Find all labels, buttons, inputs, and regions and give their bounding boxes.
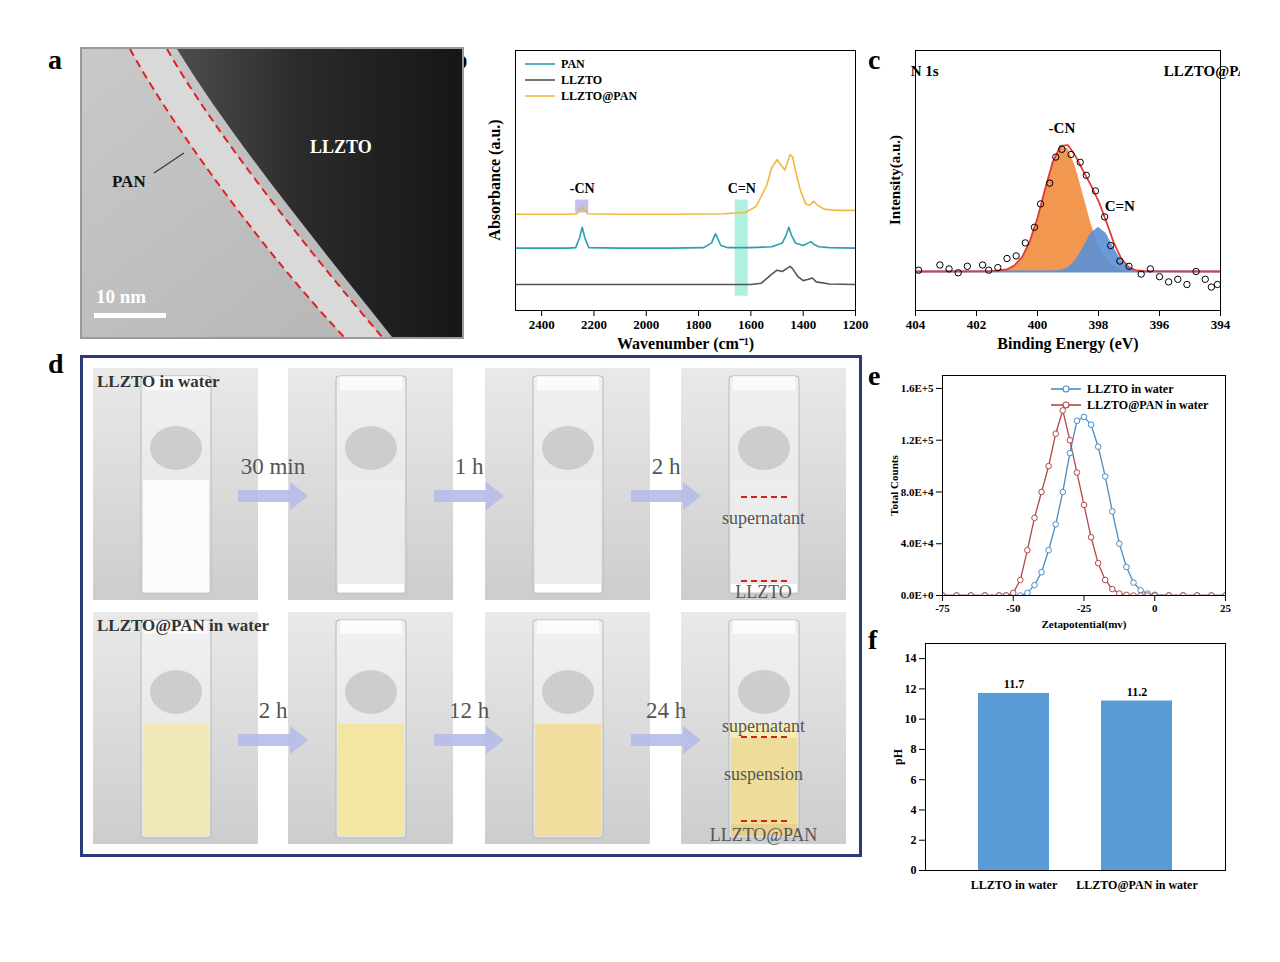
svg-text:C=N: C=N	[1105, 198, 1135, 214]
svg-text:396: 396	[1150, 317, 1170, 332]
html-text:LLZTO in water: LLZTO in water	[97, 372, 220, 391]
html-text:c: c	[868, 44, 881, 75]
html-text:supernatant: supernatant	[722, 508, 805, 528]
svg-text:10: 10	[905, 712, 917, 726]
svg-text:1400: 1400	[790, 317, 816, 332]
svg-text:2 h: 2 h	[651, 454, 680, 479]
html-text:Intensity(a.u.): Intensity(a.u.)	[886, 135, 903, 225]
html-text:LLZTO@PAN in water: LLZTO@PAN in water	[1087, 397, 1209, 412]
html-text:supernatant: supernatant	[722, 716, 805, 736]
svg-text:1 h: 1 h	[455, 454, 484, 479]
svg-text:398: 398	[1089, 317, 1109, 332]
svg-text:30 min: 30 min	[241, 454, 306, 479]
svg-text:-25: -25	[1077, 602, 1092, 614]
html-text:LLZTO in water: LLZTO in water	[1087, 381, 1174, 396]
svg-text:PAN: PAN	[112, 172, 146, 191]
svg-text:Total Counts: Total Counts	[888, 455, 900, 516]
svg-text:Binding Energy (eV): Binding Energy (eV)	[997, 335, 1138, 353]
svg-text:2200: 2200	[581, 317, 607, 332]
html-text:b: b	[452, 44, 468, 75]
svg-text:0: 0	[1152, 602, 1158, 614]
svg-text:8: 8	[911, 742, 917, 756]
svg-text:2400: 2400	[529, 317, 555, 332]
html-text:LLZTO@PAN in water: LLZTO@PAN in water	[97, 616, 269, 635]
svg-text:4.0E+4: 4.0E+4	[901, 537, 934, 549]
svg-text:25: 25	[1220, 602, 1232, 614]
svg-text:400: 400	[1028, 317, 1048, 332]
svg-text:8.0E+4: 8.0E+4	[901, 485, 934, 497]
svg-text:24 h: 24 h	[645, 698, 686, 723]
html-text:e: e	[868, 360, 881, 391]
html-text:suspension: suspension	[724, 764, 803, 784]
svg-text:pH: pH	[891, 748, 905, 765]
svg-text:0: 0	[911, 863, 917, 877]
html-text:f: f	[868, 624, 878, 655]
svg-text:6: 6	[911, 773, 917, 787]
html-text:d: d	[48, 348, 64, 379]
svg-text:Wavenumber (cm⁻¹): Wavenumber (cm⁻¹)	[617, 335, 754, 353]
svg-text:394: 394	[1211, 317, 1231, 332]
svg-text:12 h: 12 h	[449, 698, 490, 723]
html-text:LLZTO: LLZTO	[561, 72, 603, 87]
svg-text:11.7: 11.7	[1004, 677, 1024, 691]
svg-text:1.2E+5: 1.2E+5	[901, 434, 934, 446]
html-text:Absorbance (a.u.): Absorbance (a.u.)	[486, 119, 503, 241]
svg-text:N 1s: N 1s	[911, 63, 939, 79]
svg-text:1600: 1600	[738, 317, 764, 332]
svg-text:-CN: -CN	[1049, 120, 1076, 136]
svg-text:-75: -75	[935, 602, 950, 614]
html-text:LLZTO@PAN: LLZTO@PAN	[709, 825, 818, 845]
svg-text:-50: -50	[1006, 602, 1021, 614]
svg-text:0.0E+0: 0.0E+0	[901, 589, 934, 601]
svg-text:11.2: 11.2	[1127, 685, 1147, 699]
svg-text:Zetapotential(mv): Zetapotential(mv)	[1042, 618, 1127, 631]
svg-text:LLZTO in water: LLZTO in water	[971, 878, 1058, 892]
svg-text:LLZTO: LLZTO	[310, 137, 372, 157]
svg-text:10 nm: 10 nm	[96, 286, 146, 307]
html-text:PAN: PAN	[561, 56, 585, 71]
html-text:a: a	[48, 44, 62, 75]
html-text:LLZTO@PAN: LLZTO@PAN	[561, 88, 638, 103]
svg-text:LLZTO@PAN in water: LLZTO@PAN in water	[1076, 878, 1198, 892]
svg-text:404: 404	[906, 317, 926, 332]
svg-text:C=N: C=N	[728, 181, 756, 196]
svg-text:2 h: 2 h	[259, 698, 288, 723]
svg-text:402: 402	[967, 317, 987, 332]
svg-text:12: 12	[905, 682, 917, 696]
svg-text:4: 4	[911, 803, 917, 817]
svg-text:2000: 2000	[633, 317, 659, 332]
svg-text:-CN: -CN	[570, 181, 595, 196]
svg-text:1800: 1800	[686, 317, 712, 332]
html-text:LLZTO: LLZTO	[735, 582, 792, 602]
svg-text:1.6E+5: 1.6E+5	[901, 382, 934, 394]
svg-text:1200: 1200	[843, 317, 869, 332]
svg-text:LLZTO@PAN: LLZTO@PAN	[1164, 63, 1240, 79]
svg-text:2: 2	[911, 833, 917, 847]
svg-text:14: 14	[905, 651, 917, 665]
